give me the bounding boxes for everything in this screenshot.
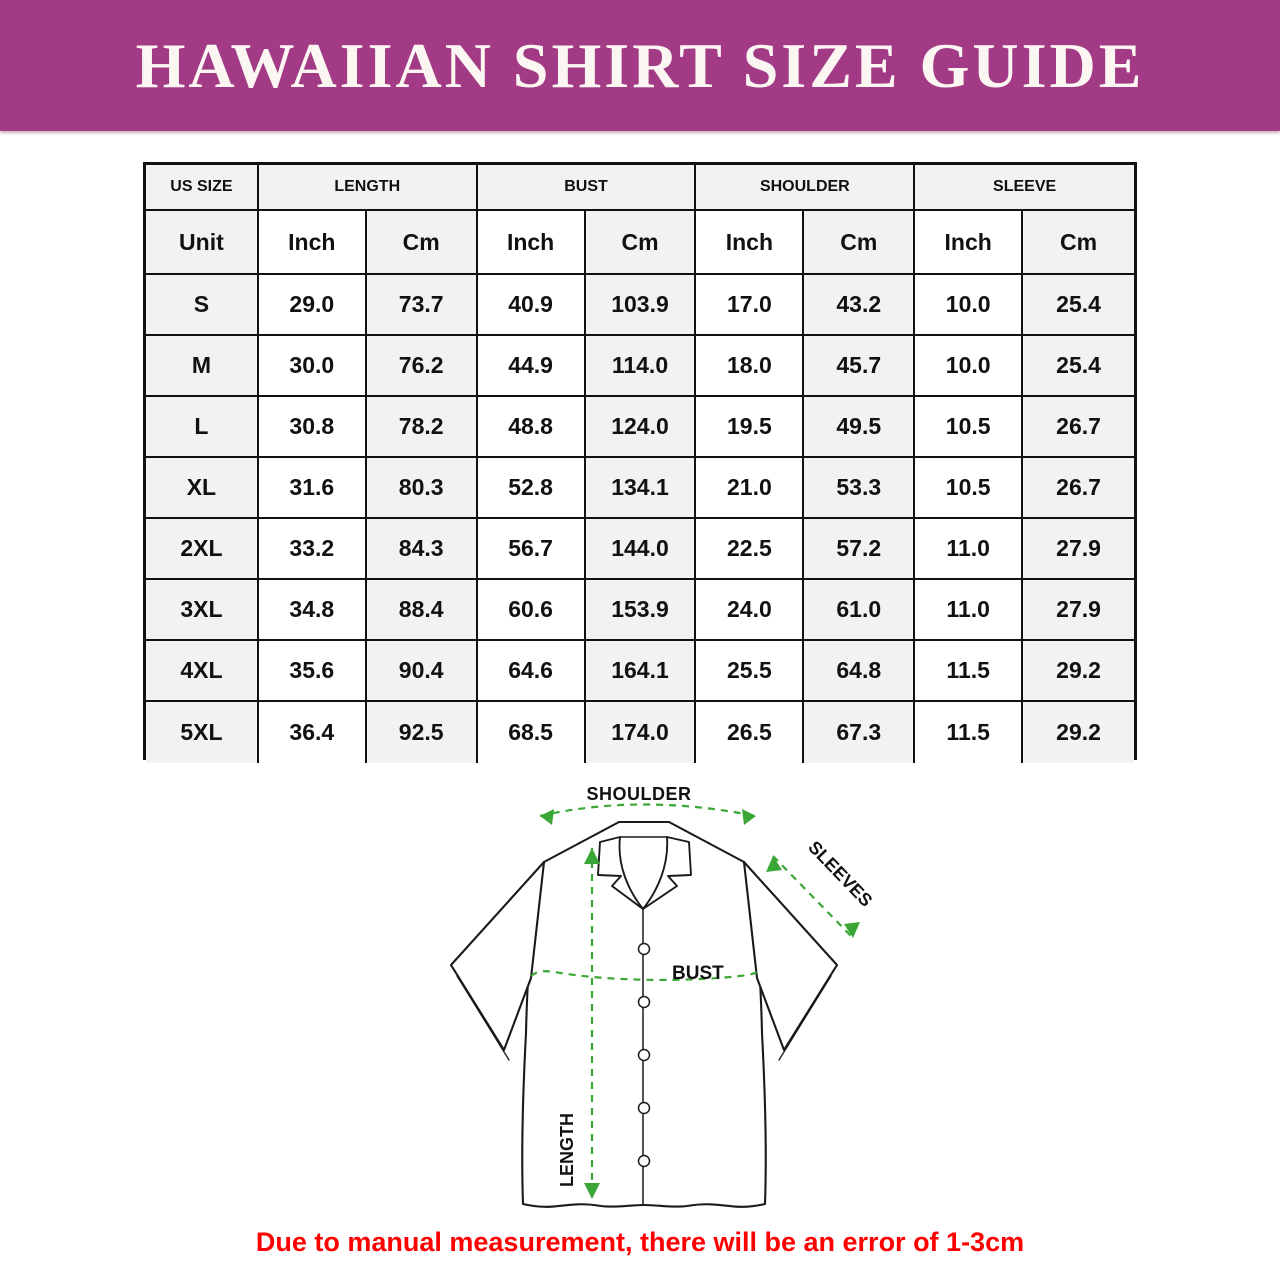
svg-text:SHOULDER: SHOULDER	[586, 784, 691, 804]
svg-text:BUST: BUST	[672, 963, 724, 984]
svg-text:LENGTH: LENGTH	[557, 1113, 577, 1187]
svg-text:SLEEVES: SLEEVES	[804, 837, 876, 911]
